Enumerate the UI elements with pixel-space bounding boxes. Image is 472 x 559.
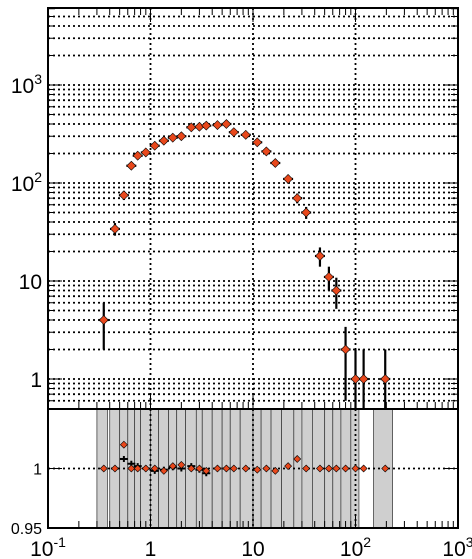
data-point xyxy=(118,190,129,201)
data-point xyxy=(167,132,178,143)
ratio-point xyxy=(359,464,368,473)
ratio-point xyxy=(271,466,280,475)
ratio-point xyxy=(159,466,168,475)
data-point xyxy=(212,120,223,130)
top-panel: 1 10 102 103 xyxy=(11,8,458,410)
panel-frames xyxy=(47,7,459,529)
uncertainty-band xyxy=(293,408,303,529)
ratio-point xyxy=(133,464,142,473)
top-ticks xyxy=(47,8,458,410)
ratio-point xyxy=(262,464,271,473)
ratio-grid xyxy=(48,409,458,528)
ratio-point xyxy=(119,440,128,449)
data-point xyxy=(261,146,272,157)
data-point xyxy=(221,119,232,129)
x-tick-label: 102 xyxy=(340,534,371,559)
data-point xyxy=(149,140,160,151)
ratio-point xyxy=(253,465,262,474)
ratio-point xyxy=(177,461,186,469)
ratio-point xyxy=(332,464,341,473)
data-point xyxy=(140,147,151,158)
ratio-point xyxy=(241,464,250,473)
data-point xyxy=(158,135,169,146)
ratio-point xyxy=(341,464,350,473)
ratio-frame xyxy=(47,408,459,529)
data-point xyxy=(340,344,351,355)
ratio-markers xyxy=(99,440,390,475)
data-point xyxy=(358,374,369,384)
data-point xyxy=(110,223,120,234)
y-tick-label: 10 xyxy=(19,271,42,294)
data-point xyxy=(98,315,109,325)
data-point xyxy=(240,129,251,140)
ratio-point xyxy=(195,464,204,473)
ratio-point xyxy=(187,464,196,473)
data-point xyxy=(323,272,334,282)
ratio-panel: 0.95 1 10-1 1 10 102 103 xyxy=(11,408,472,559)
data-point xyxy=(176,131,187,142)
x-tick-label: 103 xyxy=(442,534,472,559)
top-markers xyxy=(98,119,391,384)
data-point xyxy=(252,137,263,148)
data-point xyxy=(201,120,212,131)
ratio-y-tick-label: 1 xyxy=(33,462,42,479)
top-grid xyxy=(48,8,458,409)
ratio-point xyxy=(284,462,293,471)
top-error-bars xyxy=(98,121,391,409)
x-tick-label: 10 xyxy=(241,538,264,559)
ratio-y-tick-label: 0.95 xyxy=(11,521,42,538)
x-tick-label: 1 xyxy=(145,538,157,559)
ratio-point xyxy=(213,464,222,473)
ratio-point xyxy=(293,455,302,463)
data-point xyxy=(126,160,137,171)
ratio-point xyxy=(168,462,177,471)
data-point xyxy=(331,285,342,296)
ratio-point xyxy=(351,464,360,473)
data-point xyxy=(292,193,303,204)
data-point xyxy=(301,207,312,218)
ratio-point xyxy=(324,464,333,473)
ratio-point xyxy=(127,464,136,473)
ratio-point xyxy=(229,464,238,473)
data-point xyxy=(186,122,197,133)
data-point xyxy=(380,374,391,384)
data-point xyxy=(315,251,325,261)
ratio-ticks xyxy=(47,408,458,529)
y-tick-label: 102 xyxy=(11,169,42,196)
ratio-point xyxy=(202,466,211,475)
y-tick-label: 1 xyxy=(30,369,42,392)
data-point xyxy=(132,150,143,161)
data-point xyxy=(283,174,294,184)
x-tick-label: 10-1 xyxy=(30,534,66,559)
ratio-point xyxy=(141,464,150,473)
data-point xyxy=(350,374,361,384)
ratio-point xyxy=(381,464,390,473)
data-point xyxy=(270,158,281,168)
ratio-point xyxy=(150,464,159,473)
top-y-tick-labels: 1 10 102 103 xyxy=(11,71,42,392)
y-tick-label: 103 xyxy=(11,71,42,98)
ratio-point xyxy=(302,464,311,473)
ratio-point xyxy=(222,464,231,473)
ratio-point xyxy=(316,464,324,473)
ratio-point xyxy=(111,464,119,473)
ratio-point xyxy=(99,464,108,473)
data-point xyxy=(228,127,239,138)
